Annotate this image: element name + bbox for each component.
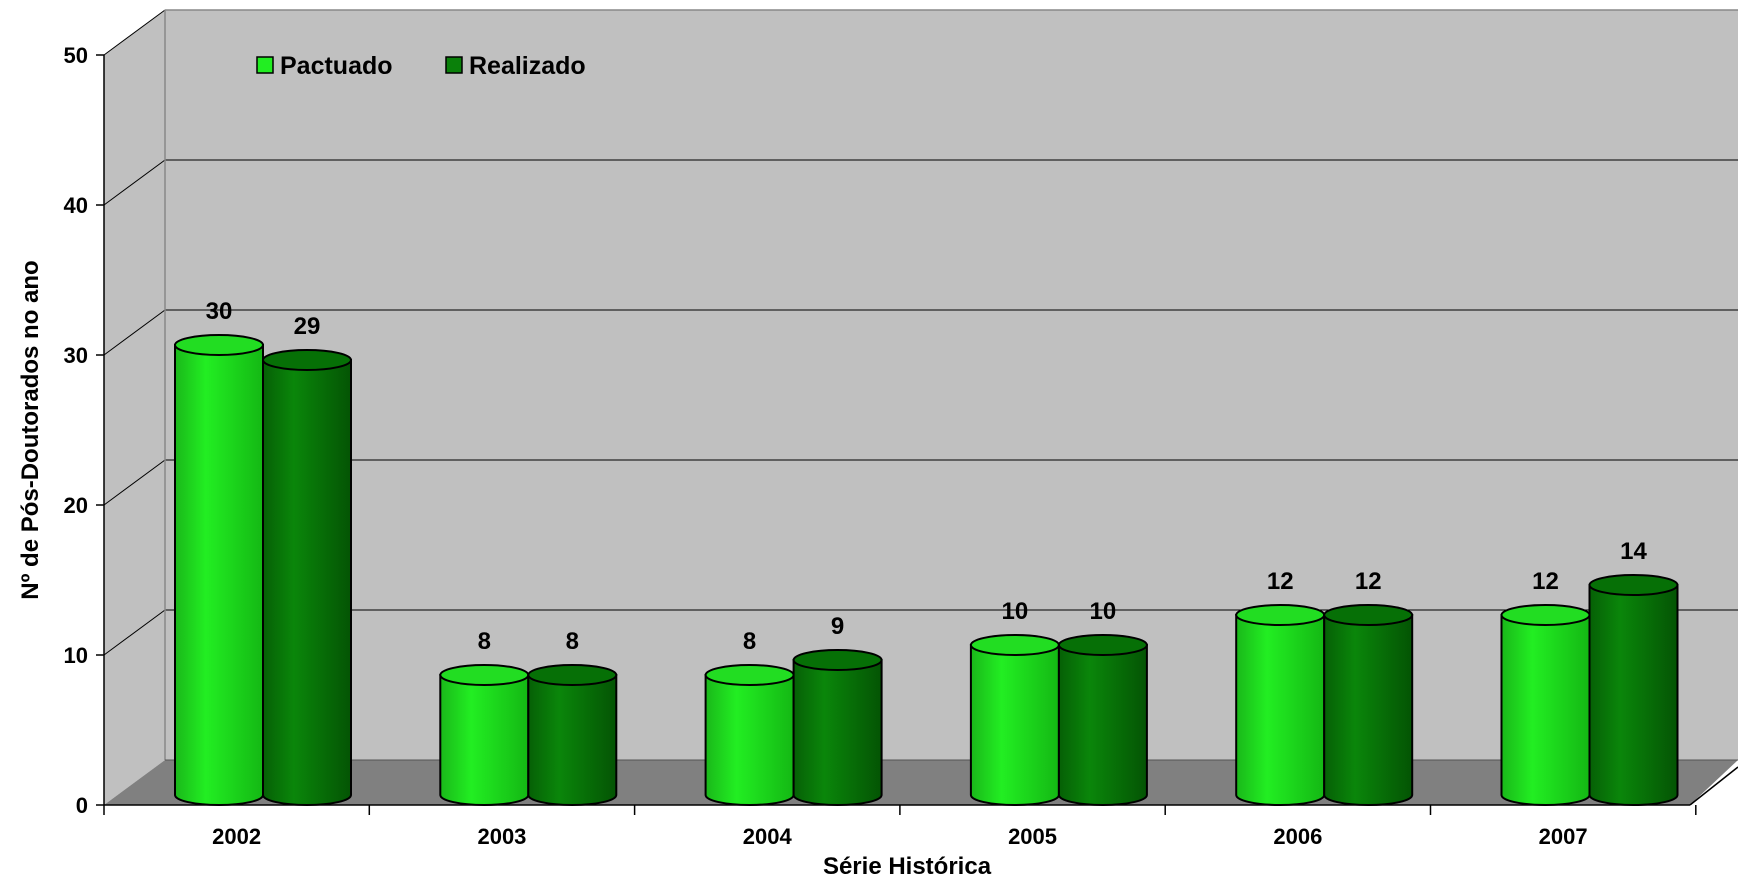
x-axis-ticks: 2002 2003 2004 2005 2006 2007 [103, 805, 1697, 849]
bar-realizado-2006 [1323, 604, 1414, 806]
y-tick-label: 40 [64, 193, 88, 218]
bar-pactuado-2007 [1500, 604, 1591, 806]
y-tick-label: 10 [64, 643, 88, 668]
legend-swatch-realizado [445, 56, 463, 74]
bars [174, 334, 1679, 806]
data-label-realizado-2002: 29 [294, 313, 321, 340]
legend-label-pactuado: Pactuado [280, 52, 393, 80]
gridline-side [103, 459, 166, 506]
x-tick-label: 2007 [1539, 824, 1588, 849]
bar-realizado-2005 [1057, 634, 1148, 806]
data-label-pactuado-2005: 10 [1002, 598, 1029, 625]
bar-pactuado-2006 [1235, 604, 1326, 806]
gridline-side [103, 309, 166, 356]
bar-pactuado-2005 [969, 634, 1060, 806]
x-tick-label: 2003 [477, 824, 526, 849]
legend-label-realizado: Realizado [469, 52, 586, 80]
bar-realizado-2003 [527, 664, 618, 806]
legend: Pactuado Realizado [256, 52, 586, 80]
data-label-realizado-2003: 8 [566, 628, 579, 655]
data-label-pactuado-2007: 12 [1532, 568, 1559, 595]
y-axis-title: Nº de Pós-Doutorados no ano [17, 260, 44, 599]
floor-right-edge [1689, 766, 1738, 806]
y-tick-label: 0 [76, 793, 88, 818]
x-axis-title: Série Histórica [823, 853, 992, 878]
data-label-realizado-2004: 9 [831, 613, 844, 640]
bar-realizado-2004 [792, 649, 883, 806]
data-label-realizado-2006: 12 [1355, 568, 1382, 595]
gridline-side [103, 609, 166, 656]
y-axis-ticks: 0 10 20 30 40 50 [64, 43, 104, 818]
data-label-pactuado-2006: 12 [1267, 568, 1294, 595]
x-tick-label: 2004 [743, 824, 793, 849]
data-labels: 30 29 8 8 8 9 10 10 12 12 12 14 [206, 298, 1648, 655]
back-wall [165, 10, 1738, 760]
gridline-side [103, 9, 166, 56]
bar-pactuado-2003 [439, 664, 530, 806]
y-tick-label: 30 [64, 343, 88, 368]
y-tick-label: 20 [64, 493, 88, 518]
x-tick-label: 2005 [1008, 824, 1057, 849]
data-label-pactuado-2004: 8 [743, 628, 756, 655]
gridline-side [103, 159, 166, 206]
bar-pactuado-2004 [704, 664, 795, 806]
x-tick-label: 2006 [1273, 824, 1322, 849]
data-label-pactuado-2002: 30 [206, 298, 233, 325]
data-label-realizado-2007: 14 [1620, 538, 1647, 565]
y-tick-label: 50 [64, 43, 88, 68]
legend-swatch-pactuado [256, 56, 274, 74]
bar-pactuado-2002 [174, 334, 264, 806]
data-label-realizado-2005: 10 [1090, 598, 1117, 625]
bar-realizado-2002 [262, 349, 352, 806]
data-label-pactuado-2003: 8 [478, 628, 491, 655]
side-wall [104, 10, 165, 805]
bar-realizado-2007 [1588, 574, 1679, 806]
x-tick-label: 2002 [212, 824, 261, 849]
